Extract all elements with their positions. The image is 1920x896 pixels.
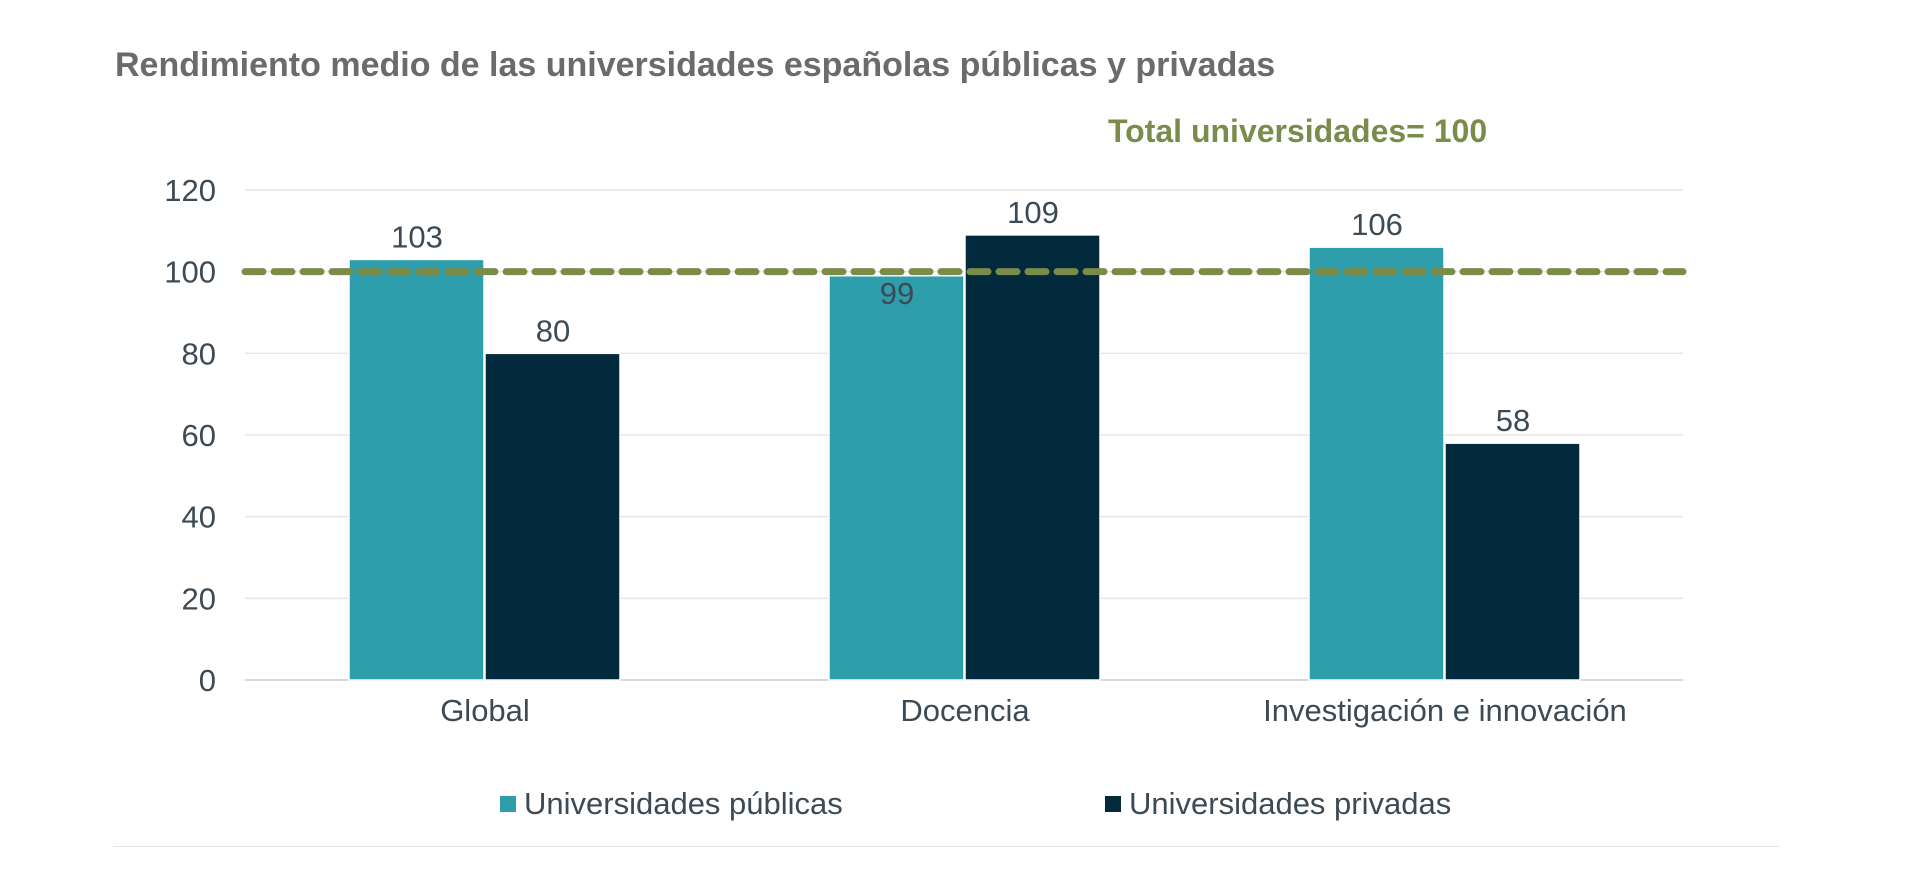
data-label: 103 xyxy=(391,219,443,254)
data-label: 109 xyxy=(1007,195,1059,230)
x-category-label: Investigación e innovación xyxy=(1263,693,1627,728)
legend-swatch xyxy=(500,796,516,812)
bar xyxy=(828,275,965,681)
y-tick-label: 120 xyxy=(164,173,216,208)
y-tick-label: 80 xyxy=(182,336,216,371)
bar xyxy=(348,258,485,681)
bottom-divider xyxy=(113,846,1780,847)
data-label: 80 xyxy=(536,313,570,348)
data-label: 106 xyxy=(1351,207,1403,242)
legend-swatch xyxy=(1105,796,1121,812)
y-tick-label: 40 xyxy=(182,500,216,535)
y-tick-label: 100 xyxy=(164,255,216,290)
legend-label: Universidades públicas xyxy=(524,786,843,821)
x-category-label: Docencia xyxy=(900,693,1030,728)
data-label: 99 xyxy=(880,276,914,311)
data-label: 58 xyxy=(1496,403,1530,438)
bar xyxy=(964,234,1101,681)
reference-line-label: Total universidades= 100 xyxy=(1108,113,1487,149)
page-title: Rendimiento medio de las universidades e… xyxy=(115,46,1276,84)
bar xyxy=(1444,442,1581,681)
bar xyxy=(1308,246,1445,681)
bar xyxy=(484,352,621,681)
x-category-label: Global xyxy=(440,693,530,728)
y-tick-label: 20 xyxy=(182,581,216,616)
legend-label: Universidades privadas xyxy=(1129,786,1451,821)
y-tick-label: 0 xyxy=(199,663,216,698)
y-tick-label: 60 xyxy=(182,418,216,453)
